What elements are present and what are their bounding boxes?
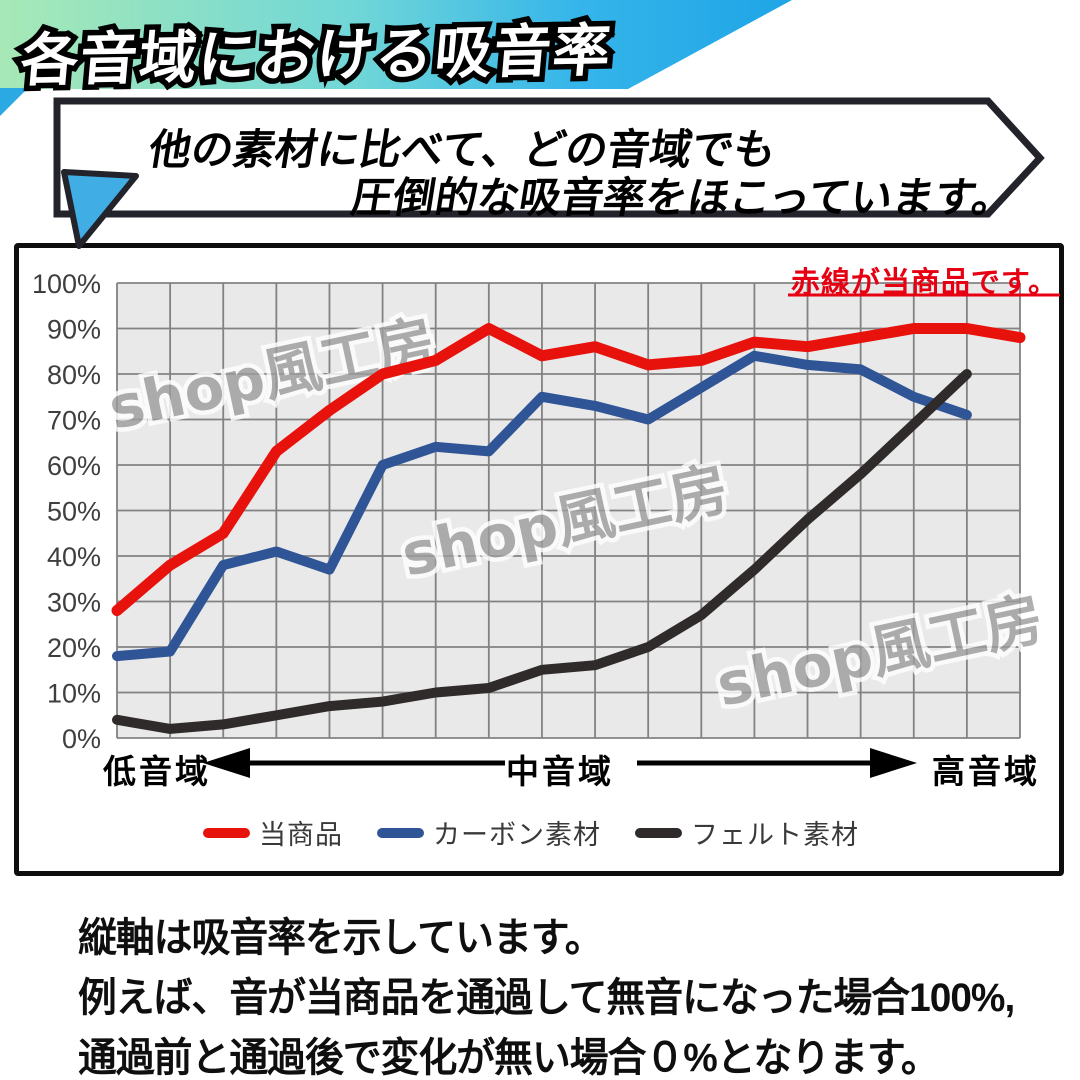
x-axis-label-high: 高音域 [932, 755, 1040, 791]
legend-item: 当商品 [203, 813, 343, 852]
subtitle-line-2: 圧倒的な吸音率をほこっています。 [347, 174, 1019, 221]
legend-dash-icon [635, 827, 682, 838]
legend-label: カーボン素材 [433, 820, 601, 850]
legend-dash-icon [203, 827, 250, 838]
legend-item: カーボン素材 [377, 813, 601, 852]
x-axis-label-low: 低音域 [103, 755, 211, 791]
subtitle-banner-tail-icon [61, 169, 139, 249]
footer-line-2: 例えば、音が当商品を通過して無音になった場合100%, [78, 976, 1015, 1020]
legend-dash-icon [377, 827, 424, 838]
page-title: 各音域における吸音率 [13, 13, 621, 98]
legend-label: 当商品 [259, 820, 343, 850]
legend-label: フェルト素材 [691, 820, 859, 850]
chart-legend: 当商品 カーボン素材 フェルト素材 [203, 813, 859, 852]
footer-note: 縦軸は吸音率を示しています。 例えば、音が当商品を通過して無音になった場合100… [78, 908, 1015, 1080]
x-axis-label-mid: 中音域 [506, 755, 614, 791]
legend-item: フェルト素材 [635, 813, 859, 852]
footer-line-1: 縦軸は吸音率を示しています。 [78, 916, 604, 960]
footer-line-3: 通過前と通過後で変化が無い場合０%となります。 [78, 1036, 940, 1080]
chart-annotation: 赤線が当商品です。 [790, 267, 1058, 299]
